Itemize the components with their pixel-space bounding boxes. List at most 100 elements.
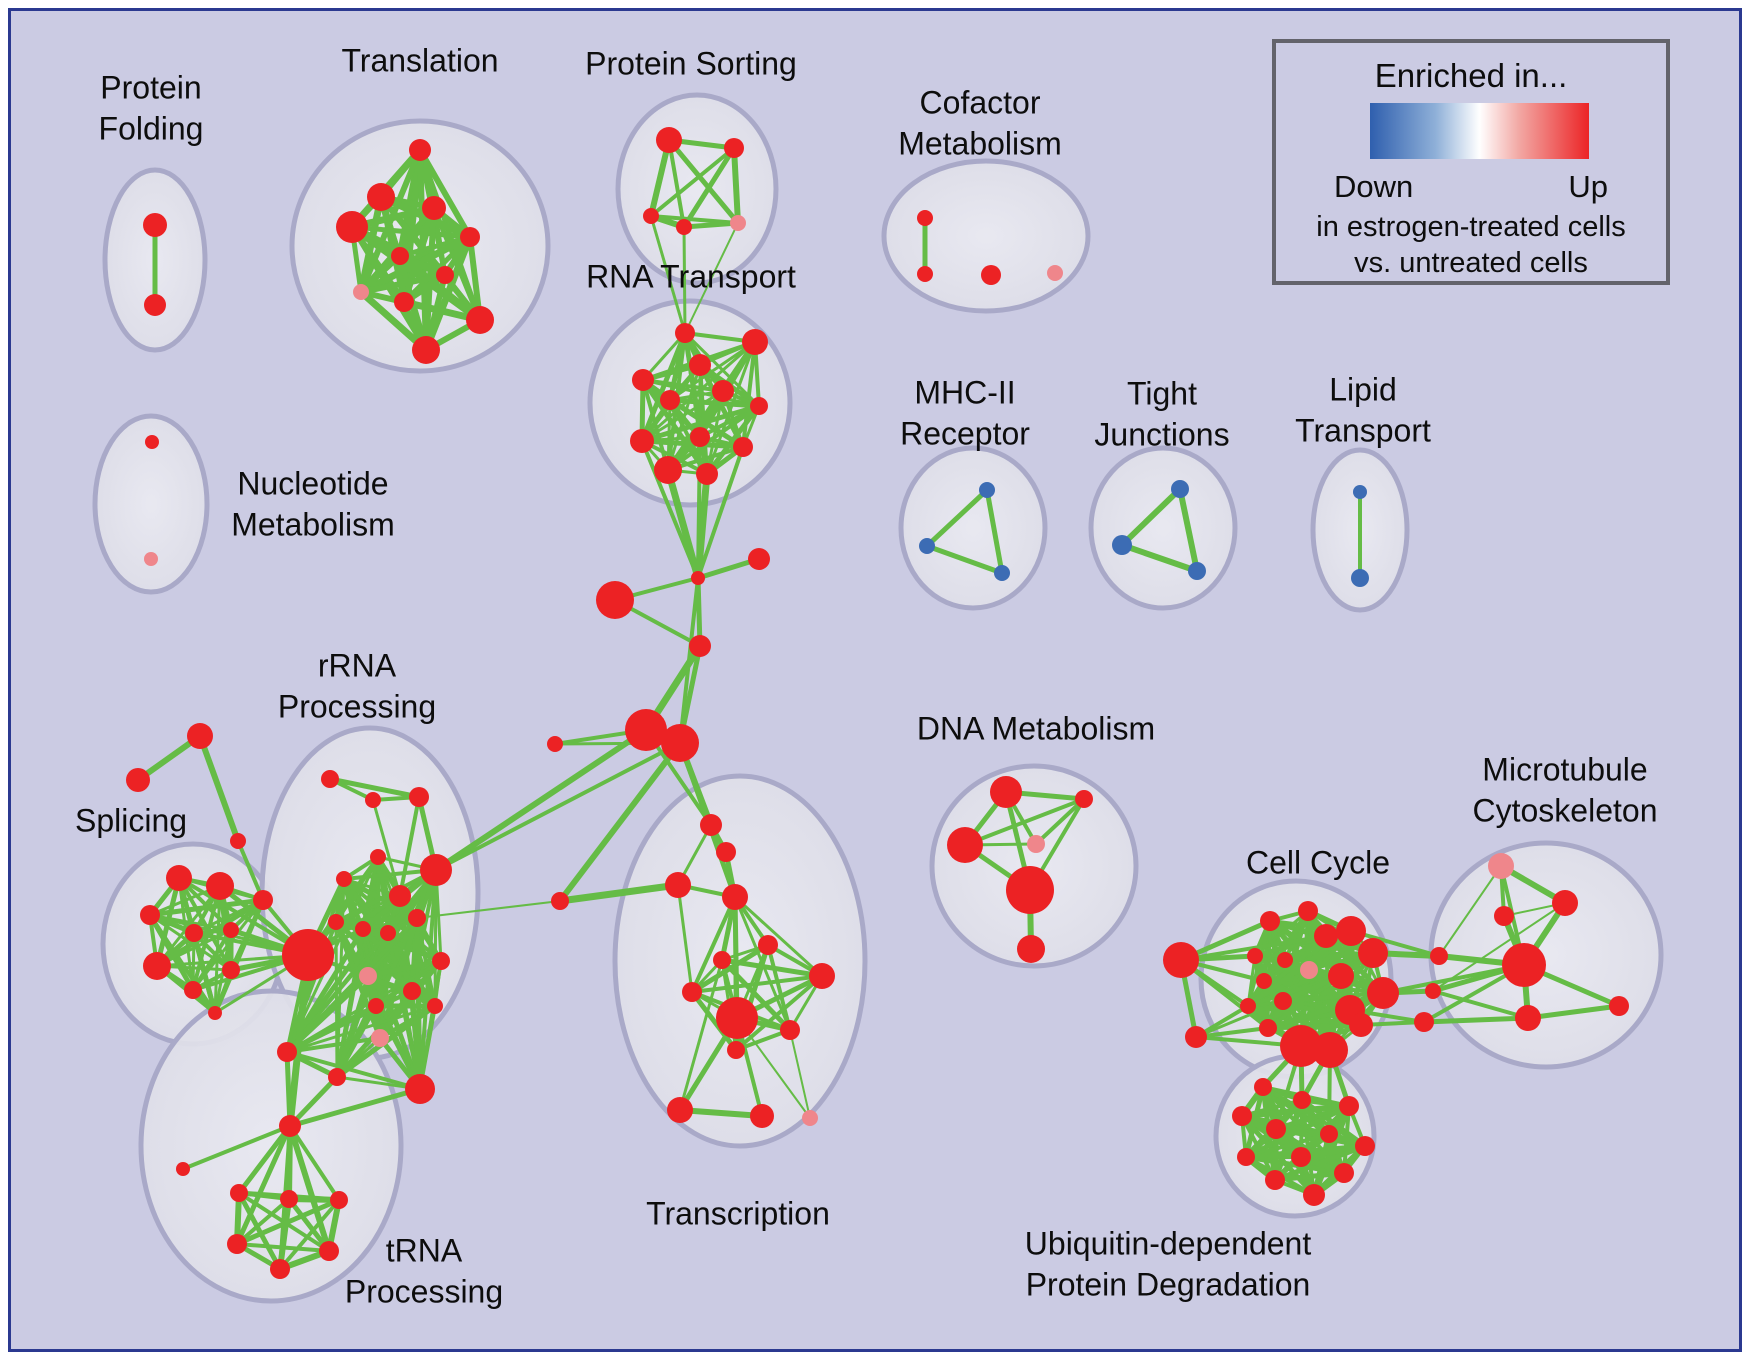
network-node-t10[interactable]: [466, 306, 494, 334]
network-node-t5[interactable]: [460, 227, 480, 247]
network-node-lp1[interactable]: [1353, 485, 1367, 499]
network-node-rt11[interactable]: [654, 456, 682, 484]
network-node-d4[interactable]: [1027, 835, 1045, 853]
network-node-t7[interactable]: [436, 266, 454, 284]
network-node-s5[interactable]: [223, 922, 239, 938]
network-node-r5[interactable]: [336, 871, 352, 887]
network-node-d1[interactable]: [990, 776, 1022, 808]
network-node-r20[interactable]: [371, 1029, 389, 1047]
network-node-u1[interactable]: [1254, 1078, 1272, 1096]
network-node-u7[interactable]: [1355, 1136, 1375, 1156]
network-node-d6[interactable]: [1017, 935, 1045, 963]
network-node-s3[interactable]: [140, 905, 160, 925]
network-node-r6[interactable]: [389, 885, 411, 907]
network-node-tj1[interactable]: [1171, 480, 1189, 498]
network-node-cc4[interactable]: [1298, 901, 1318, 921]
network-node-t6[interactable]: [391, 247, 409, 265]
network-node-t8[interactable]: [353, 284, 369, 300]
network-node-cc6[interactable]: [1277, 952, 1293, 968]
network-node-c3[interactable]: [596, 581, 634, 619]
network-node-ps5[interactable]: [730, 215, 746, 231]
network-node-D[interactable]: [253, 890, 273, 910]
network-node-k1[interactable]: [1430, 947, 1448, 965]
network-node-r3[interactable]: [409, 787, 429, 807]
network-node-t9[interactable]: [394, 292, 414, 312]
network-node-t4[interactable]: [422, 196, 446, 220]
network-node-rt10[interactable]: [733, 437, 753, 457]
network-node-r1[interactable]: [321, 770, 339, 788]
network-node-u12[interactable]: [1303, 1184, 1325, 1206]
network-node-tx11[interactable]: [727, 1041, 745, 1059]
network-node-tx9[interactable]: [716, 997, 758, 1039]
network-node-c4[interactable]: [689, 635, 711, 657]
network-node-tx10[interactable]: [780, 1020, 800, 1040]
network-node-r11[interactable]: [408, 909, 426, 927]
network-node-r4[interactable]: [370, 849, 386, 865]
network-node-u9[interactable]: [1291, 1147, 1311, 1167]
network-node-tx2[interactable]: [716, 842, 736, 862]
network-node-mt6[interactable]: [1609, 996, 1629, 1016]
network-node-nm2[interactable]: [144, 552, 158, 566]
network-node-cc5[interactable]: [1247, 948, 1263, 964]
network-node-r8[interactable]: [328, 914, 344, 930]
network-node-r9[interactable]: [355, 921, 371, 937]
network-node-rt12[interactable]: [696, 463, 718, 485]
network-node-rt9[interactable]: [630, 429, 654, 453]
network-node-m1[interactable]: [979, 482, 995, 498]
network-node-cf1[interactable]: [917, 210, 933, 226]
network-node-cc10[interactable]: [1336, 916, 1366, 946]
network-node-s9[interactable]: [208, 1006, 222, 1020]
network-node-cc1[interactable]: [1163, 942, 1199, 978]
network-node-cc11[interactable]: [1358, 938, 1388, 968]
network-node-tx8[interactable]: [682, 982, 702, 1002]
network-node-B[interactable]: [126, 768, 150, 792]
network-node-mt1[interactable]: [1488, 853, 1514, 879]
network-node-g1[interactable]: [551, 892, 569, 910]
network-node-mt4[interactable]: [1502, 943, 1546, 987]
network-node-sl[interactable]: [547, 736, 563, 752]
network-node-c2[interactable]: [748, 548, 770, 570]
network-node-T0[interactable]: [279, 1115, 301, 1137]
network-node-tx1[interactable]: [700, 814, 722, 836]
network-node-cc8[interactable]: [1256, 973, 1272, 989]
network-node-tx6[interactable]: [713, 951, 731, 969]
network-node-d3[interactable]: [947, 827, 983, 863]
network-node-u4[interactable]: [1339, 1096, 1359, 1116]
network-node-r18[interactable]: [328, 1068, 346, 1086]
network-node-r7[interactable]: [420, 854, 452, 886]
network-node-s1[interactable]: [166, 865, 192, 891]
network-node-d2[interactable]: [1075, 790, 1093, 808]
network-node-nm1[interactable]: [145, 435, 159, 449]
network-node-pf1[interactable]: [143, 213, 167, 237]
network-node-tx5[interactable]: [758, 935, 778, 955]
network-node-u2[interactable]: [1293, 1091, 1311, 1109]
network-node-cc17[interactable]: [1349, 1013, 1373, 1037]
network-node-rt2[interactable]: [742, 329, 768, 355]
network-node-t1[interactable]: [409, 139, 431, 161]
network-node-T2[interactable]: [280, 1190, 298, 1208]
network-node-rt1[interactable]: [675, 323, 695, 343]
network-node-pf2[interactable]: [144, 294, 166, 316]
network-node-tx13[interactable]: [750, 1104, 774, 1128]
network-node-mt3[interactable]: [1494, 906, 1514, 926]
network-node-r17[interactable]: [405, 1074, 435, 1104]
network-node-tx3[interactable]: [665, 872, 691, 898]
network-node-ps3[interactable]: [643, 208, 659, 224]
network-node-rt7[interactable]: [750, 397, 768, 415]
network-node-T6[interactable]: [270, 1259, 290, 1279]
network-node-cc9[interactable]: [1314, 924, 1338, 948]
network-node-rt5[interactable]: [712, 380, 734, 402]
network-node-tj2[interactable]: [1112, 535, 1132, 555]
network-node-m2[interactable]: [919, 538, 935, 554]
network-node-k3[interactable]: [1414, 1012, 1434, 1032]
network-node-m3[interactable]: [994, 565, 1010, 581]
network-node-t2[interactable]: [367, 183, 395, 211]
network-node-cf3[interactable]: [981, 265, 1001, 285]
network-node-r12[interactable]: [359, 967, 377, 985]
network-node-T5[interactable]: [319, 1241, 339, 1261]
network-node-cc2[interactable]: [1185, 1026, 1207, 1048]
network-node-u11[interactable]: [1265, 1170, 1285, 1190]
network-node-cc12[interactable]: [1328, 963, 1354, 989]
network-node-rt6[interactable]: [660, 390, 680, 410]
network-node-d5[interactable]: [1006, 866, 1054, 914]
